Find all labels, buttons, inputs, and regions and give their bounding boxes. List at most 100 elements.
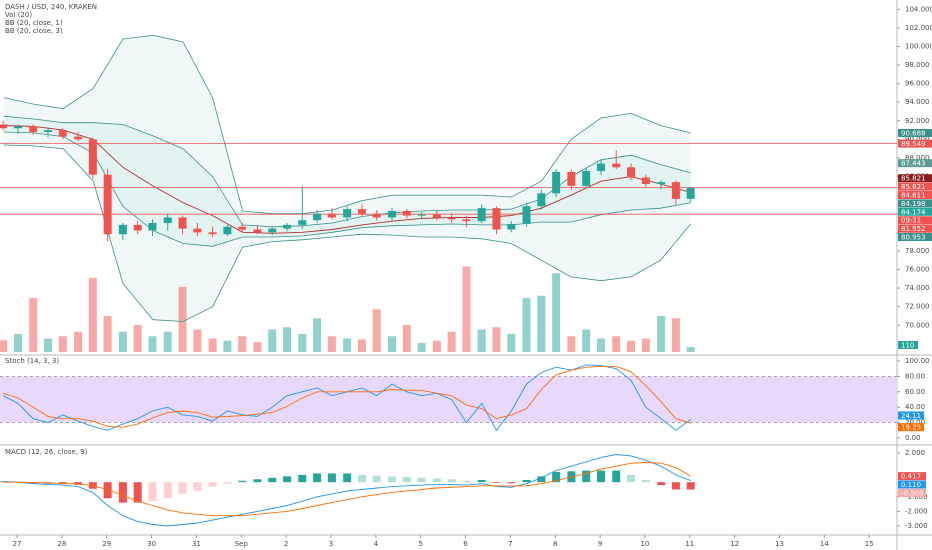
histogram-bar xyxy=(596,470,605,483)
y-tick-label: 80.00 xyxy=(905,372,925,380)
stoch-tag-label: 19.25 xyxy=(901,424,921,432)
band-fill xyxy=(3,35,691,322)
candle-body xyxy=(103,174,112,235)
volume-bar xyxy=(163,331,172,352)
volume-bar xyxy=(343,338,352,352)
y-tick-label: 76.000 xyxy=(905,266,930,274)
price-tag xyxy=(898,182,932,191)
candle-body xyxy=(298,220,307,225)
histogram-bar xyxy=(283,476,292,483)
x-tick-label: 14 xyxy=(820,540,829,548)
volume-bar xyxy=(118,331,127,352)
histogram-bar xyxy=(432,478,441,483)
histogram-bar xyxy=(253,479,262,483)
price-tag xyxy=(898,139,932,148)
histogram-bar xyxy=(641,480,650,483)
volume-tag xyxy=(898,341,918,349)
price-tag xyxy=(898,207,932,216)
candle-body xyxy=(402,210,411,216)
y-tick-label: 92.000 xyxy=(905,117,930,125)
price-tag-label: 84.198 xyxy=(901,200,926,208)
volume-bar xyxy=(223,340,232,352)
volume-bar xyxy=(268,329,277,352)
y-tick-label: 102.000 xyxy=(905,24,932,32)
y-tick-label: 90.000 xyxy=(905,135,930,143)
x-tick-label: 30 xyxy=(147,540,156,548)
volume-bar xyxy=(537,295,546,352)
price-tag-label: 81.952 xyxy=(901,225,926,233)
candle-body xyxy=(327,213,336,218)
x-tick-label: 9 xyxy=(598,540,602,548)
volume-bar xyxy=(657,316,666,352)
volume-bar xyxy=(402,325,411,352)
y-tick-label: 60.00 xyxy=(905,388,925,396)
x-tick-label: 15 xyxy=(865,540,874,548)
x-tick-label: 5 xyxy=(418,540,422,548)
price-tag-label: 85.821 xyxy=(901,183,926,191)
volume-bar xyxy=(462,266,471,352)
candle-body xyxy=(612,163,621,168)
volume-bar xyxy=(641,338,650,352)
y-tick-label: 94.000 xyxy=(905,98,930,106)
stoch-tag-label: 24.11 xyxy=(901,412,921,420)
histogram-bar xyxy=(537,476,546,483)
candle-body xyxy=(492,208,501,230)
histogram-bar xyxy=(268,477,277,483)
chart-title: DASH / USD, 240, KRAKEN xyxy=(5,3,97,11)
histogram-bar xyxy=(462,480,471,483)
histogram-bar xyxy=(522,480,531,483)
candle-body xyxy=(223,226,232,235)
histogram-bar xyxy=(103,482,112,499)
volume-bar xyxy=(74,331,83,352)
price-tag xyxy=(898,191,932,200)
volume-bar xyxy=(208,338,217,352)
candle-body xyxy=(283,224,292,229)
volume-bar xyxy=(238,336,247,352)
macd-tag xyxy=(898,488,926,497)
x-tick-label: 28 xyxy=(57,540,66,548)
macd-tag-label: 0.417 xyxy=(901,473,921,481)
x-tick-label: 2 xyxy=(284,540,288,548)
histogram-bar xyxy=(492,482,501,483)
y-tick-label: 74.000 xyxy=(905,284,930,292)
macd-line xyxy=(3,462,691,517)
price-tag xyxy=(898,216,932,225)
x-tick-label: 10 xyxy=(640,540,649,548)
volume-bar xyxy=(148,336,157,352)
price-tag-label: 84.174 xyxy=(901,208,926,216)
histogram-bar xyxy=(686,482,695,490)
candle-body xyxy=(462,219,471,222)
volume-bar xyxy=(178,286,187,352)
volume-bar xyxy=(283,327,292,352)
histogram-bar xyxy=(208,482,217,487)
stoch-tag xyxy=(898,423,924,432)
volume-bar xyxy=(477,329,486,352)
volume-bar xyxy=(327,336,336,352)
macd-tag-label: -0.505 xyxy=(901,489,924,497)
candle-body xyxy=(567,171,576,186)
volume-bar xyxy=(29,298,38,352)
candle-body xyxy=(13,126,22,129)
candle-body xyxy=(657,182,666,185)
volume-bar xyxy=(567,336,576,352)
x-tick-label: 7 xyxy=(508,540,512,548)
y-tick-label: -2.000 xyxy=(905,507,928,515)
candle-body xyxy=(238,226,247,230)
candle-body xyxy=(313,213,322,221)
price-tag xyxy=(898,224,932,233)
stoch-tag xyxy=(898,411,924,420)
candle-body xyxy=(432,214,441,218)
histogram-bar xyxy=(298,474,307,483)
histogram-bar xyxy=(313,473,322,483)
candle-body xyxy=(582,170,591,186)
candle-body xyxy=(671,182,680,199)
y-tick-label: 70.000 xyxy=(905,321,930,329)
volume-bar xyxy=(133,325,142,352)
candle-body xyxy=(163,217,172,224)
volume-bar xyxy=(552,273,561,352)
band-basis xyxy=(3,125,691,234)
histogram-bar xyxy=(582,470,591,483)
volume-bar xyxy=(193,329,202,352)
y-tick-label: 2.000 xyxy=(905,449,925,457)
histogram-bar xyxy=(402,477,411,483)
